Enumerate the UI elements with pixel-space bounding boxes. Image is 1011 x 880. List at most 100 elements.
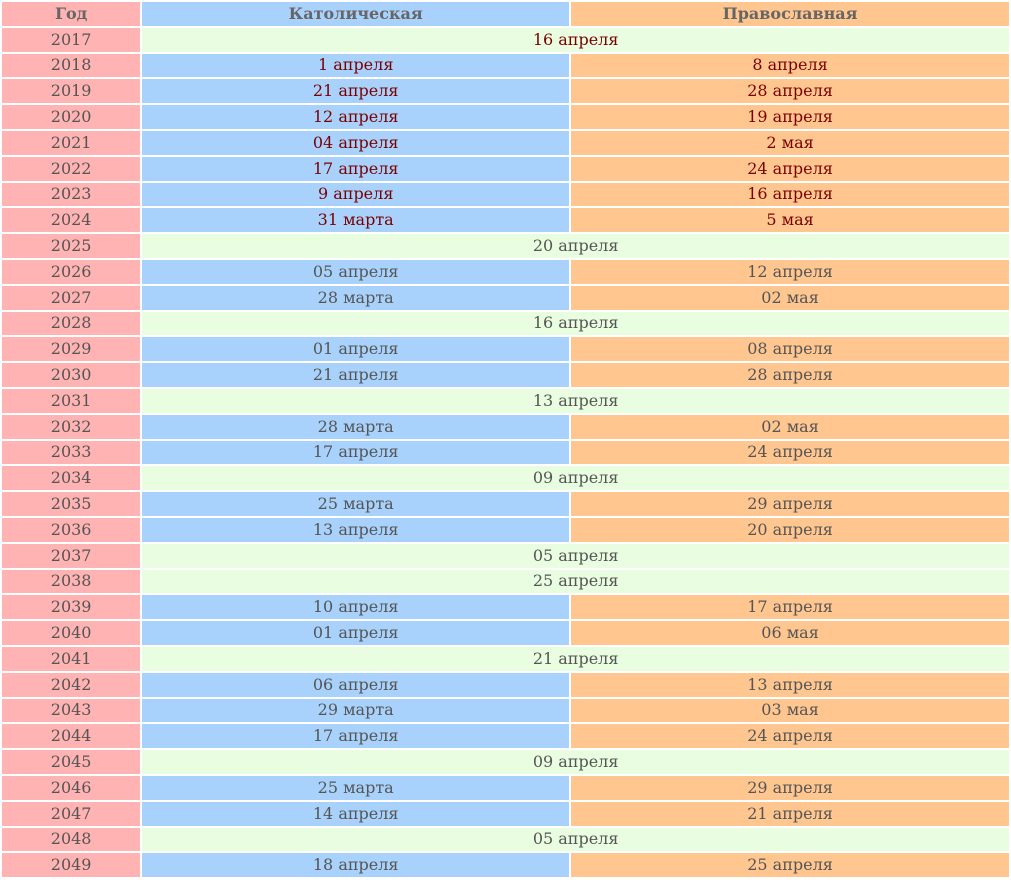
catholic-date-cell: 28 марта [142, 285, 570, 310]
orthodox-date-cell: 8 апреля [571, 53, 1009, 78]
table-row: 2038 25 апреля [2, 569, 1009, 594]
table-row: 2048 05 апреля [2, 827, 1009, 852]
table-row: 2040 01 апреля 06 мая [2, 621, 1009, 645]
year-cell: 2027 [2, 285, 141, 310]
header-year: Год [2, 2, 141, 26]
shared-date-cell: 21 апреля [142, 646, 1009, 671]
table-row: 2034 09 апреля [2, 466, 1009, 491]
year-cell: 2043 [2, 698, 141, 723]
table-row: 2027 28 марта 02 мая [2, 285, 1009, 310]
year-cell: 2038 [2, 569, 141, 594]
table-row: 2036 13 апреля 20 апреля [2, 517, 1009, 542]
shared-date-cell: 16 апреля [142, 27, 1009, 52]
table-row: 2030 21 апреля 28 апреля [2, 363, 1009, 387]
orthodox-date-cell: 19 апреля [571, 105, 1009, 129]
catholic-date-cell: 25 марта [142, 775, 570, 800]
year-cell: 2045 [2, 750, 141, 774]
orthodox-date-cell: 24 апреля [571, 724, 1009, 749]
orthodox-date-cell: 29 апреля [571, 492, 1009, 516]
orthodox-date-cell: 29 апреля [571, 775, 1009, 800]
orthodox-date-cell: 13 апреля [571, 672, 1009, 697]
catholic-date-cell: 05 апреля [142, 259, 570, 284]
table-row: 2046 25 марта 29 апреля [2, 775, 1009, 800]
shared-date-cell: 05 апреля [142, 827, 1009, 852]
catholic-date-cell: 10 апреля [142, 595, 570, 620]
catholic-date-cell: 31 марта [142, 208, 570, 233]
orthodox-date-cell: 25 апреля [571, 853, 1009, 878]
orthodox-date-cell: 5 мая [571, 208, 1009, 233]
table-row: 2019 21 апреля 28 апреля [2, 79, 1009, 104]
year-cell: 2035 [2, 492, 141, 516]
catholic-date-cell: 1 апреля [142, 53, 570, 78]
orthodox-date-cell: 28 апреля [571, 79, 1009, 104]
year-cell: 2034 [2, 466, 141, 491]
orthodox-date-cell: 2 мая [571, 130, 1009, 155]
table-row: 2023 9 апреля 16 апреля [2, 182, 1009, 207]
catholic-date-cell: 01 апреля [142, 337, 570, 362]
year-cell: 2047 [2, 801, 141, 826]
orthodox-date-cell: 12 апреля [571, 259, 1009, 284]
year-cell: 2029 [2, 337, 141, 362]
table-row: 2029 01 апреля 08 апреля [2, 337, 1009, 362]
year-cell: 2036 [2, 517, 141, 542]
year-cell: 2046 [2, 775, 141, 800]
year-cell: 2023 [2, 182, 141, 207]
orthodox-date-cell: 28 апреля [571, 363, 1009, 387]
table-row: 2047 14 апреля 21 апреля [2, 801, 1009, 826]
year-cell: 2044 [2, 724, 141, 749]
catholic-date-cell: 01 апреля [142, 621, 570, 645]
year-cell: 2039 [2, 595, 141, 620]
table-row: 2028 16 апреля [2, 311, 1009, 336]
table-row: 2043 29 марта 03 мая [2, 698, 1009, 723]
shared-date-cell: 13 апреля [142, 388, 1009, 413]
catholic-date-cell: 17 апреля [142, 156, 570, 181]
orthodox-date-cell: 20 апреля [571, 517, 1009, 542]
table-row: 2044 17 апреля 24 апреля [2, 724, 1009, 749]
year-cell: 2049 [2, 853, 141, 878]
shared-date-cell: 09 апреля [142, 466, 1009, 491]
catholic-date-cell: 13 апреля [142, 517, 570, 542]
table-row: 2018 1 апреля 8 апреля [2, 53, 1009, 78]
table-row: 2017 16 апреля [2, 27, 1009, 52]
year-cell: 2018 [2, 53, 141, 78]
header-orthodox: Православная [571, 2, 1009, 26]
year-cell: 2017 [2, 27, 141, 52]
orthodox-date-cell: 08 апреля [571, 337, 1009, 362]
table-row: 2032 28 марта 02 мая [2, 414, 1009, 439]
orthodox-date-cell: 06 мая [571, 621, 1009, 645]
year-cell: 2022 [2, 156, 141, 181]
shared-date-cell: 09 апреля [142, 750, 1009, 774]
year-cell: 2019 [2, 79, 141, 104]
table-row: 2024 31 марта 5 мая [2, 208, 1009, 233]
table-row: 2020 12 апреля 19 апреля [2, 105, 1009, 129]
orthodox-date-cell: 16 апреля [571, 182, 1009, 207]
catholic-date-cell: 14 апреля [142, 801, 570, 826]
catholic-date-cell: 25 марта [142, 492, 570, 516]
table-body: 2017 16 апреля 2018 1 апреля 8 апреля 2019 21 … [2, 27, 1009, 878]
year-cell: 2042 [2, 672, 141, 697]
catholic-date-cell: 29 марта [142, 698, 570, 723]
catholic-date-cell: 17 апреля [142, 724, 570, 749]
table-row: 2033 17 апреля 24 апреля [2, 440, 1009, 465]
year-cell: 2021 [2, 130, 141, 155]
year-cell: 2025 [2, 234, 141, 258]
catholic-date-cell: 17 апреля [142, 440, 570, 465]
catholic-date-cell: 18 апреля [142, 853, 570, 878]
year-cell: 2048 [2, 827, 141, 852]
table-row: 2021 04 апреля 2 мая [2, 130, 1009, 155]
catholic-date-cell: 9 апреля [142, 182, 570, 207]
catholic-date-cell: 21 апреля [142, 363, 570, 387]
catholic-date-cell: 21 апреля [142, 79, 570, 104]
year-cell: 2033 [2, 440, 141, 465]
catholic-date-cell: 12 апреля [142, 105, 570, 129]
year-cell: 2032 [2, 414, 141, 439]
table-row: 2035 25 марта 29 апреля [2, 492, 1009, 516]
catholic-date-cell: 04 апреля [142, 130, 570, 155]
table-row: 2031 13 апреля [2, 388, 1009, 413]
shared-date-cell: 16 апреля [142, 311, 1009, 336]
table-row: 2026 05 апреля 12 апреля [2, 259, 1009, 284]
year-cell: 2041 [2, 646, 141, 671]
orthodox-date-cell: 02 мая [571, 285, 1009, 310]
shared-date-cell: 20 апреля [142, 234, 1009, 258]
